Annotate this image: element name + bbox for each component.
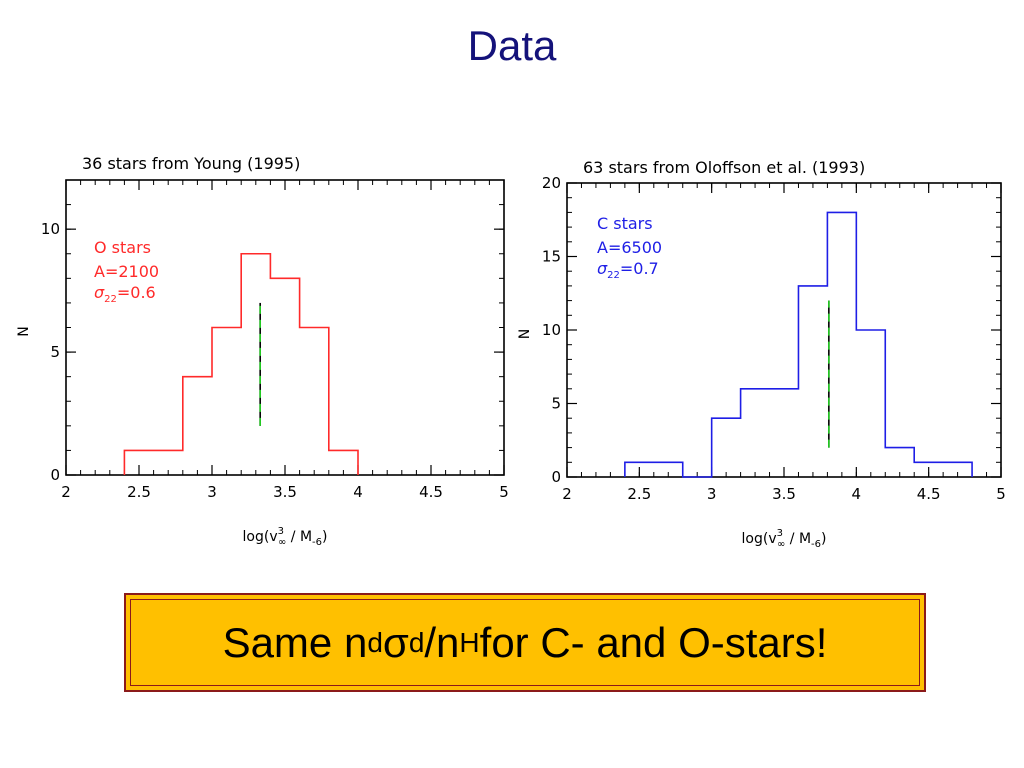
y-tick-label: 10 [41, 220, 60, 238]
histogram-bin [212, 328, 241, 476]
y-tick-label: 15 [542, 248, 561, 266]
callout-sub-h: H [459, 626, 480, 658]
annotation-sigma: σ22=0.6 [94, 283, 156, 305]
histogram-bin [300, 328, 329, 476]
histogram-bin [856, 330, 885, 477]
chart-title: 36 stars from Young (1995) [82, 154, 300, 173]
slide-title: Data [467, 22, 557, 69]
x-tick-label: 2 [61, 483, 71, 501]
y-axis-label: N [517, 329, 533, 339]
callout-mid: /n [424, 618, 460, 666]
annotation-type: C stars [597, 214, 653, 233]
histogram-bin [329, 450, 358, 475]
x-axis-label: log(v3 ∞ / M-6) [243, 526, 328, 548]
chart-panel-2: 63 stars from Oloffson et al. (1993) 2 2.5… [517, 158, 1006, 550]
y-tick-label: 0 [50, 466, 60, 484]
x-tick-label: 5 [996, 485, 1006, 503]
callout-sub-d2: d [408, 626, 425, 658]
x-tick-label: 3 [707, 485, 717, 503]
annotation-a-value: A=6500 [597, 238, 662, 257]
y-axis-label: N [16, 326, 32, 336]
x-tick-label: 5 [499, 483, 509, 501]
y-tick-label: 5 [551, 395, 561, 413]
callout-sub-d1: d [367, 626, 383, 658]
histogram-bin [798, 286, 827, 477]
histogram-bin [124, 450, 182, 475]
histogram-bin [625, 462, 683, 477]
chart-title: 63 stars from Oloffson et al. (1993) [583, 158, 865, 177]
y-tick-label: 20 [542, 174, 561, 192]
histogram-bin [712, 418, 741, 477]
x-tick-label: 3.5 [772, 485, 796, 503]
x-tick-label: 3.5 [273, 483, 297, 501]
histogram-bin [183, 377, 212, 475]
x-tick-label: 3 [207, 483, 217, 501]
histogram-bin [241, 254, 270, 475]
annotation-sigma: σ22=0.7 [597, 259, 659, 281]
y-tick-label: 0 [551, 468, 561, 486]
y-tick-label: 5 [50, 343, 60, 361]
histogram-bin [741, 389, 799, 477]
histogram-bin [885, 448, 914, 477]
x-tick-label: 2 [562, 485, 572, 503]
histogram-charts: 36 stars from Young (1995) 2 2.5 3 3.5 4 4.5 5 0… [16, 154, 1006, 550]
conclusion-callout: Same n d σ d/n H for C- and O-stars! [124, 593, 926, 692]
chart-panel-1: 36 stars from Young (1995) 2 2.5 3 3.5 4 4.5 5 0… [16, 154, 509, 548]
annotation-a-value: A=2100 [94, 262, 159, 281]
callout-suffix: for C- and O-stars! [479, 618, 828, 666]
x-tick-label: 2.5 [627, 485, 651, 503]
histogram-bin [270, 278, 299, 475]
x-tick-label: 4 [852, 485, 862, 503]
callout-prefix: Same n [222, 618, 368, 666]
x-tick-label: 4.5 [917, 485, 941, 503]
y-tick-label: 10 [542, 321, 561, 339]
x-tick-label: 4 [353, 483, 363, 501]
annotation-type: O stars [94, 238, 151, 257]
x-axis-label: log(v3 ∞ / M-6) [742, 528, 827, 550]
histogram-outline [123, 252, 359, 475]
x-tick-label: 2.5 [127, 483, 151, 501]
x-tick-label: 4.5 [419, 483, 443, 501]
histogram-outline [624, 211, 973, 478]
histogram-bin [914, 462, 972, 477]
callout-sigma: σ [382, 618, 409, 666]
histogram-bin [827, 212, 856, 477]
